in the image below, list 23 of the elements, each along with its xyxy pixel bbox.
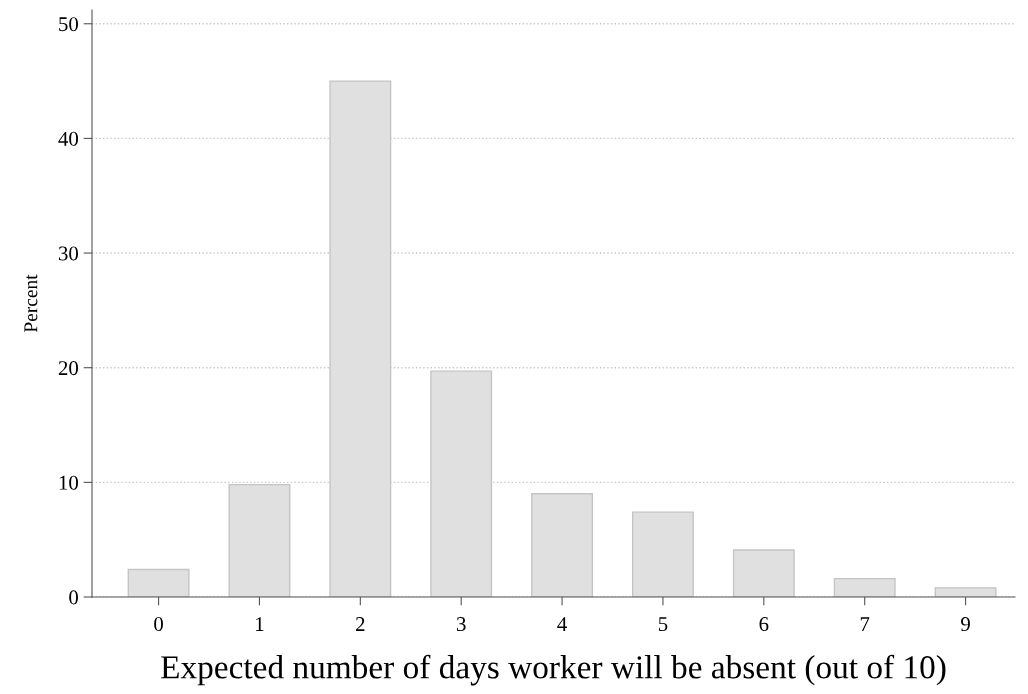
- y-tick-label: 30: [58, 246, 79, 261]
- bar: [127, 568, 190, 597]
- x-tick-label: 3: [456, 617, 466, 632]
- x-tick-label: 5: [658, 617, 668, 632]
- x-tick-label: 9: [961, 617, 970, 632]
- bar: [631, 511, 694, 597]
- bar: [833, 577, 896, 597]
- x-tick-label: 7: [860, 617, 870, 631]
- bar: [732, 549, 795, 597]
- x-tick-label: 4: [557, 617, 567, 631]
- y-tick-label: 10: [59, 475, 79, 490]
- y-tick-label: 20: [58, 361, 79, 376]
- y-tick-label: 50: [59, 17, 79, 32]
- x-tick-label: 1: [256, 617, 264, 631]
- bar: [934, 587, 997, 597]
- x-axis-title: Expected number of days worker will be absent (out of 10): [161, 654, 946, 686]
- x-tick-label: 6: [759, 617, 769, 632]
- y-axis-title: Percent: [24, 274, 38, 333]
- y-tick-label: 40: [58, 131, 79, 146]
- x-tick-label: 2: [356, 617, 365, 631]
- x-tick-label: 0: [154, 617, 163, 632]
- y-tick-label: 0: [69, 590, 79, 605]
- bar: [531, 493, 594, 597]
